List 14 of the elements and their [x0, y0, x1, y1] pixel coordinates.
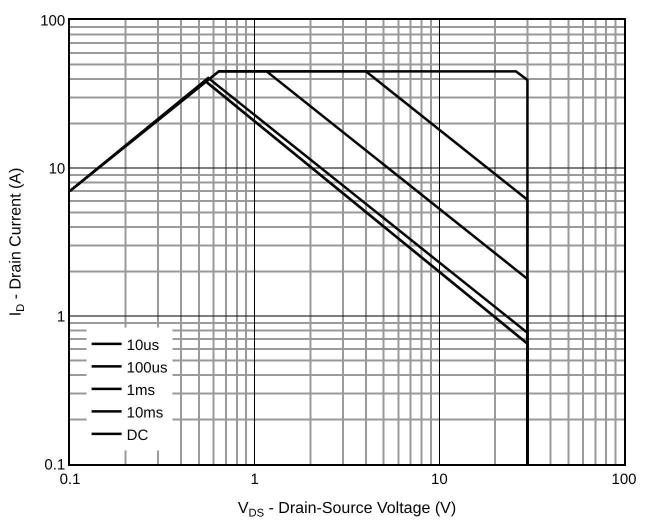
legend-label: 10us [126, 336, 160, 354]
x-tick-label: 100 [611, 470, 637, 488]
legend-label: 100us [126, 359, 168, 376]
y-tick-label: 10 [48, 160, 66, 178]
y-tick-label: 0.1 [44, 456, 66, 474]
x-tick-label: 0.1 [60, 470, 80, 488]
legend-label: 10ms [126, 404, 164, 422]
legend-label: 1ms [126, 382, 155, 399]
y-tick-label: 100 [40, 12, 66, 30]
x-tick-label: 10 [430, 470, 448, 488]
legend-label: DC [126, 426, 148, 444]
x-tick-label: 1 [250, 470, 259, 488]
y-tick-label: 1 [56, 308, 66, 326]
x-axis-title: V$_{DS}$ - Drain-Source Voltage (V) [238, 500, 456, 520]
